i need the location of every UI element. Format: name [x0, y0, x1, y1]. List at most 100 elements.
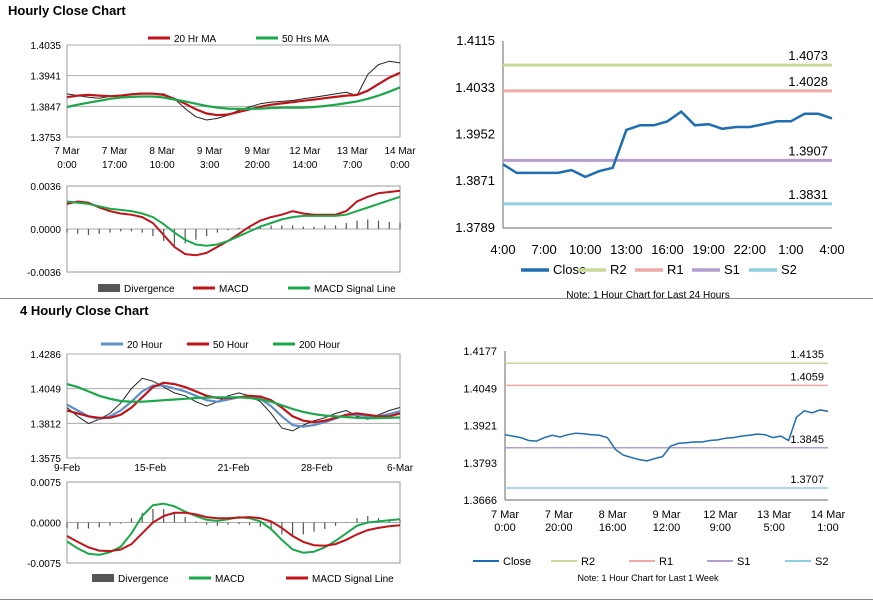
- x-tick-label: 9-Feb: [54, 463, 81, 474]
- legend-label: 50 Hour: [213, 340, 249, 351]
- legend-label: R2: [581, 556, 595, 568]
- y-tick-label: 1.3812: [30, 419, 61, 430]
- x-tick-label: 6-Mar: [387, 463, 414, 474]
- hourly_pivot-level-label-s2: 1.3831: [788, 187, 828, 202]
- x-tick-label: 13 Mar: [757, 509, 792, 521]
- y-tick-label: 1.4177: [463, 346, 497, 358]
- y-tick-label: -0.0075: [27, 559, 61, 570]
- four_hourly_macd-series-macd: [66, 502, 401, 556]
- four_hourly_price-frame: [66, 353, 401, 459]
- x-tick-label: 0:00: [390, 160, 410, 171]
- y-tick-label: 1.4049: [463, 383, 497, 395]
- x-tick-label: 14:00: [292, 160, 317, 171]
- legend-label: 50 Hrs MA: [282, 34, 330, 45]
- x-tick-label: 20:00: [545, 522, 573, 534]
- y-tick-label: 0.0000: [30, 225, 61, 236]
- x-tick-label: 10:00: [150, 160, 175, 171]
- legend-label: R1: [659, 556, 673, 568]
- four-hourly-chart-title: 4 Hourly Close Chart: [20, 303, 149, 318]
- y-tick-label: 1.4035: [30, 41, 61, 52]
- hourly_price-y-axis: 1.4035 1.3941 1.3847 1.3753: [30, 41, 61, 144]
- four_hourly_price-y-axis: 1.4286 1.4049 1.3812 1.3575: [30, 350, 61, 465]
- legend-label: S2: [815, 556, 828, 568]
- y-tick-label: 0.0000: [30, 519, 61, 530]
- legend-label: S1: [724, 262, 740, 277]
- y-tick-label: 1.3941: [30, 72, 61, 83]
- x-tick-label: 7 Mar: [102, 146, 128, 157]
- hourly_pivot-level-label-r2: 1.4073: [788, 48, 828, 63]
- x-tick-label: 12 Mar: [289, 146, 321, 157]
- four_hourly_pivot-y-axis: 1.4177 1.4049 1.3921 1.3793 1.3666: [463, 346, 497, 507]
- section-divider: [0, 298, 873, 299]
- hourly_pivot-level-label-r1: 1.4028: [788, 74, 828, 89]
- four-hourly-macd-legend: Divergence MACD MACD Signal Line: [92, 574, 394, 585]
- legend-label: S1: [737, 556, 750, 568]
- y-tick-label: 1.4286: [30, 350, 61, 361]
- four_hourly_pivot-level-label-r2: 1.4135: [790, 349, 824, 361]
- four_hourly_pivot-level-label-r1: 1.4059: [790, 371, 824, 383]
- y-tick-label: 1.4033: [455, 80, 495, 95]
- four_hourly_pivot-close-line: [504, 409, 829, 462]
- hourly_pivot-note: Note: 1 Hour Chart for Last 24 Hours: [566, 290, 729, 301]
- x-tick-label: 7 Mar: [545, 509, 573, 521]
- x-tick-label: 5:00: [763, 522, 784, 534]
- hourly_price-gridlines: [67, 44, 400, 138]
- x-tick-label: 14 Mar: [384, 146, 416, 157]
- x-tick-label: 10:00: [569, 242, 602, 257]
- y-tick-label: 1.3921: [463, 421, 497, 433]
- legend-label: 20 Hour: [127, 340, 163, 351]
- legend-swatch: [98, 284, 120, 292]
- y-tick-label: 1.4049: [30, 385, 61, 396]
- x-tick-label: 7 Mar: [491, 509, 519, 521]
- legend-label: R2: [610, 262, 627, 277]
- four_hourly_pivot-note: Note: 1 Hour Chart for Last 1 Week: [578, 573, 719, 583]
- y-tick-label: 1.4115: [456, 33, 495, 48]
- x-tick-label: 4:00: [490, 242, 515, 257]
- x-tick-label: 9 Mar: [652, 509, 680, 521]
- legend-label: S2: [781, 262, 797, 277]
- x-tick-label: 9 Mar: [197, 146, 223, 157]
- hourly-macd-legend: Divergence MACD MACD Signal Line: [98, 284, 396, 295]
- y-tick-label: 0.0036: [30, 182, 61, 193]
- x-tick-label: 8 Mar: [599, 509, 627, 521]
- legend-label: MACD: [215, 574, 244, 585]
- x-tick-label: 9 Mar: [245, 146, 271, 157]
- y-tick-label: 1.3753: [30, 133, 61, 144]
- x-tick-label: 21-Feb: [218, 463, 250, 474]
- four_hourly_pivot-level-label-s2: 1.3707: [790, 474, 824, 486]
- legend-label: Close: [553, 262, 586, 277]
- hourly_pivot-x-axis: 4:00 7:00 10:00 13:00 16:00 19:00 22:00 1:00 4:0…: [490, 242, 844, 257]
- four_hourly_pivot-level-label-s1: 1.3845: [790, 434, 824, 446]
- hourly_price-series-50-hrs-ma: [66, 86, 401, 110]
- bottom-divider: [0, 599, 873, 600]
- four_hourly_macd-series-macd-signal-line: [66, 511, 401, 553]
- four_hourly_macd-y-axis: 0.0075 0.0000 -0.0075: [27, 478, 61, 570]
- y-tick-label: 1.3793: [463, 458, 497, 470]
- x-tick-label: 12 Mar: [703, 509, 738, 521]
- x-tick-label: 19:00: [692, 242, 725, 257]
- legend-label: Close: [503, 556, 531, 568]
- hourly_price-frame: [66, 44, 401, 138]
- x-tick-label: 16:00: [651, 242, 684, 257]
- x-tick-label: 3:00: [200, 160, 220, 171]
- x-tick-label: 20:00: [245, 160, 270, 171]
- y-tick-label: 1.3952: [455, 127, 495, 142]
- x-tick-label: 17:00: [102, 160, 127, 171]
- hourly_macd-y-axis: 0.0036 0.0000 -0.0036: [27, 182, 61, 279]
- x-tick-label: 0:00: [494, 522, 515, 534]
- hourly_price-series-close: [66, 60, 401, 121]
- four_hourly_macd-divergence-bars: [66, 509, 401, 536]
- x-tick-label: 13 Mar: [337, 146, 369, 157]
- legend-label: MACD Signal Line: [314, 284, 396, 295]
- y-tick-label: -0.0036: [27, 268, 61, 279]
- y-tick-label: 1.3847: [30, 102, 61, 113]
- x-tick-label: 13:00: [610, 242, 643, 257]
- x-tick-label: 1:00: [817, 522, 838, 534]
- hourly_macd-divergence-bars: [66, 219, 401, 246]
- hourly_pivot-legend: Close R2 R1 S1 S2: [521, 262, 797, 277]
- x-tick-label: 7:00: [343, 160, 363, 171]
- hourly_price-x-axis: 7 Mar 0:00 7 Mar 17:00 8 Mar 10:00 9 Mar 3:00 9 …: [54, 146, 416, 171]
- hourly_pivot-level-label-s1: 1.3907: [788, 143, 828, 158]
